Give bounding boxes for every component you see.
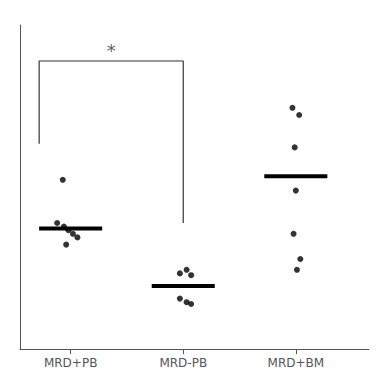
svg-text:MRD-PB: MRD-PB bbox=[159, 356, 207, 370]
svg-text:MRD+PB: MRD+PB bbox=[44, 356, 97, 370]
svg-text:MRD+BM: MRD+BM bbox=[268, 356, 325, 370]
svg-text:*: * bbox=[107, 40, 116, 61]
